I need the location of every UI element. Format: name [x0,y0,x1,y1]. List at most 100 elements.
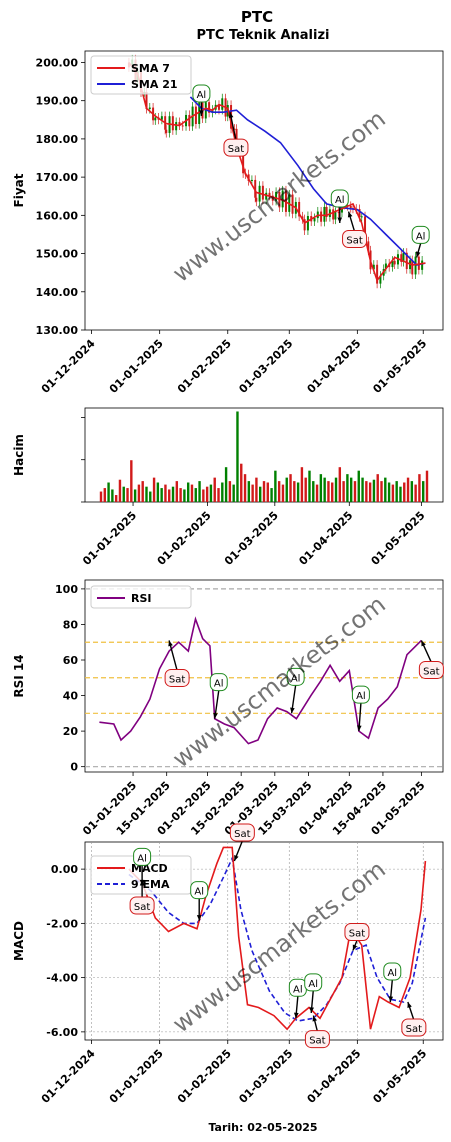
volume-bar [425,470,429,502]
volume-bar [315,484,319,502]
price-ylabel: Fiyat [12,173,26,207]
macd-xtick-label: 01-04-2025 [305,1047,364,1106]
macd-ytick-label: -2.00 [46,917,78,930]
rsi-annotation-arrow-head [213,712,218,719]
price-candle-body [372,264,375,270]
volume-bar [372,479,376,502]
rsi-annotation-arrow-head [290,707,295,714]
macd-annotation-sat-box [229,823,255,842]
macd-annotation-al-label: Al [308,979,318,990]
volume-bar [137,484,141,502]
volume-bar [133,489,137,502]
volume-bar [228,481,232,502]
volume-bar [259,486,262,502]
volume-bar [422,481,425,502]
price-candle-body [250,179,253,181]
volume-xtick-label: 01-01-2025 [80,509,139,568]
price-candle-body [268,192,271,196]
rsi-legend-label: RSI [131,592,152,605]
macd-xtick-label: 01-05-2025 [370,1047,429,1106]
volume-bar [399,486,402,502]
rsi-annotation-al-box [351,685,370,704]
volume-xtick-label: 01-03-2025 [222,509,281,568]
volume-xtick-label: 01-04-2025 [296,509,355,568]
price-candle-body [376,264,379,284]
price-xtick-label: 01-04-2025 [305,337,364,396]
volume-bar [376,474,379,502]
macd-annotation-arrow-head [294,1012,299,1019]
volume-bar [99,491,103,502]
volume-bar [353,481,357,502]
rsi-annotation-sat-box [164,668,190,687]
volume-bar [209,484,213,502]
volume-bar [175,481,179,502]
rsi-annotation-sat-label: Sat [169,674,185,685]
rsi-legend [90,585,192,609]
sma7-line [128,62,426,282]
price-candle-body [181,125,184,127]
macd-xtick-label: 01-01-2025 [107,1047,166,1106]
price-candle-body [171,116,174,131]
macd-annotation-sat-label: Sat [406,1024,422,1035]
price-annotation-arrow-head [337,217,343,223]
rsi-ytick-label: 40 [63,690,79,703]
volume-bar [224,467,228,502]
rsi-ytick-label: 80 [63,618,79,631]
macd-line [128,846,427,1031]
volume-bar [289,474,292,502]
volume-bar [410,481,414,502]
macd-annotation-arrow-head [309,1007,314,1013]
price-candle-body [298,201,301,217]
volume-bar [183,489,186,502]
volume-ylabel: Hacim [12,434,26,476]
price-annotation-arrow-head [415,251,421,258]
volume-bar [198,481,201,502]
price-candle-body [254,179,257,198]
volume-bar [194,488,197,502]
volume-bar [418,474,421,502]
price-ytick-label: 170.00 [36,171,79,184]
volume-bar [365,481,368,502]
price-annotation-al-label: Al [197,90,207,101]
volume-bar [145,486,148,502]
price-candle-body [194,106,197,124]
rsi-ytick-label: 100 [55,583,78,596]
volume-bar [202,489,205,502]
price-candle-body [261,185,264,200]
volume-bar [319,474,323,502]
rsi-annotation-al-box [286,667,305,686]
price-candle-body [242,152,245,174]
volume-bar [130,460,133,502]
price-candle-body [402,252,405,262]
price-ytick-label: 200.00 [36,56,79,69]
volume-bar [171,486,175,502]
volume-bar [277,481,281,502]
volume-bar [156,482,160,502]
rsi-annotation-arrow-head [168,640,173,647]
price-candle-body [364,216,367,242]
volume-bar [149,491,152,502]
price-candle-body [255,197,258,202]
price-ytick-label: 150.00 [36,248,79,261]
macd-annotation-al-box [304,973,323,992]
price-candle-body [165,129,168,133]
volume-bar [251,484,254,502]
volume-bar [281,484,285,502]
volume-bar [274,470,277,502]
price-annotation-arrow-head [347,211,353,218]
volume-bar [285,477,288,502]
volume-bar [391,484,395,502]
price-ytick-label: 180.00 [36,133,79,146]
macd-annotation-arrow-head [312,1015,317,1022]
rsi-ytick-label: 20 [63,725,79,738]
volume-bar [168,489,171,502]
price-frame [84,50,444,331]
volume-bar [186,482,190,502]
price-candle-body [233,128,236,130]
figure-title: PTC [241,8,273,26]
volume-bar [179,488,182,502]
macd-xtick-label: 01-03-2025 [236,1047,295,1106]
macd-frame [84,841,444,1041]
price-xtick-label: 01-02-2025 [175,337,234,396]
